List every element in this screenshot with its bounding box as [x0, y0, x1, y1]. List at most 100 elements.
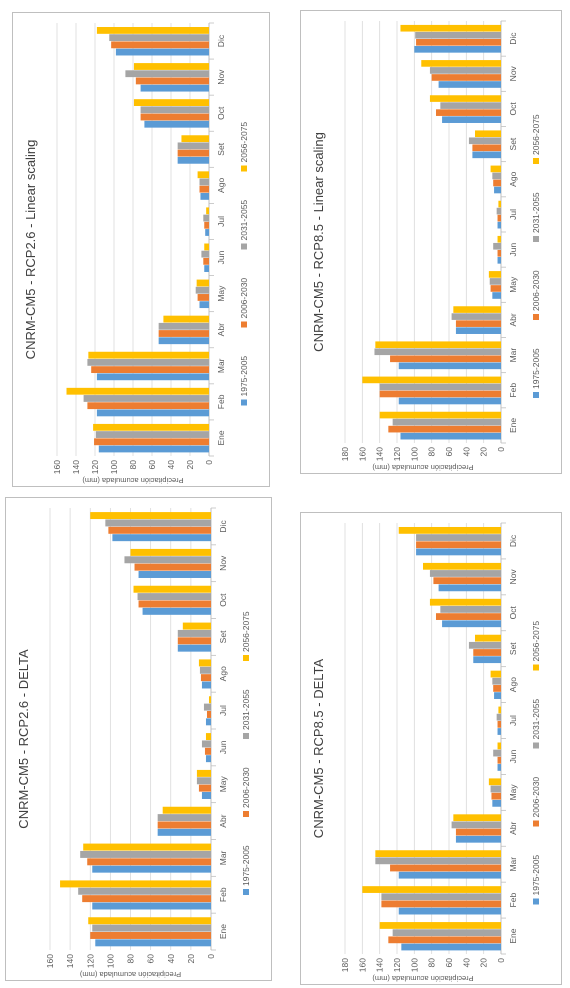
bar: [181, 135, 209, 143]
legend-label: 2006-2030: [239, 278, 249, 319]
y-tick-label: 80: [427, 958, 437, 968]
category-label: Set: [508, 137, 518, 150]
chart-title: CNRM-CM5 - RCP8.5 - Linear scaling: [311, 132, 326, 352]
bar: [379, 922, 501, 929]
bar: [374, 348, 501, 356]
legend-label: 2031-2055: [241, 689, 251, 730]
bar: [200, 674, 211, 682]
bar: [133, 585, 211, 593]
legend-swatch: [241, 321, 247, 328]
bar: [203, 214, 210, 222]
legend-label: 2031-2055: [531, 192, 541, 233]
bar: [400, 24, 501, 32]
legend-swatch: [241, 243, 247, 250]
chart-panel-rcp26-delta: CNRM-CM5 - RCP2.6 - DELTA 0 20 40 60 80 100 120…: [5, 497, 272, 981]
legend-swatch: [533, 314, 539, 320]
chart-panel-rcp26-linear-scaling: CNRM-CM5 - RCP2.6 - Linear scaling 0 20 40 6…: [12, 12, 270, 487]
y-tick-label: 120: [392, 447, 402, 461]
category-label: Feb: [216, 394, 226, 409]
bar: [451, 313, 502, 320]
category-label: Oct: [508, 102, 518, 116]
bar: [133, 63, 209, 70]
category-label: Oct: [218, 593, 228, 607]
bar: [95, 939, 211, 947]
category-label: Feb: [508, 893, 518, 908]
bar: [400, 432, 501, 440]
bar: [144, 120, 209, 128]
bar: [392, 929, 501, 937]
bar: [388, 936, 501, 944]
category-label: Oct: [216, 106, 226, 120]
bar: [497, 742, 502, 750]
bar: [204, 265, 209, 272]
bar: [199, 178, 209, 186]
legend-label: 2056-2075: [239, 122, 249, 163]
bar: [497, 756, 502, 764]
bar: [438, 81, 502, 88]
bar: [496, 713, 502, 721]
bar: [423, 562, 501, 570]
bar: [199, 666, 211, 674]
y-axis-label: Precipitación acumulada (mm): [82, 476, 184, 485]
category-label: Nov: [216, 69, 226, 85]
bar: [488, 271, 502, 278]
y-tick-label: 40: [461, 447, 471, 457]
category-label: Feb: [218, 887, 228, 902]
chart-panel-rcp85-linear-scaling: CNRM-CM5 - RCP8.5 - Linear scaling 0 20 40 6…: [300, 10, 562, 474]
bar: [109, 34, 209, 42]
legend-label: 1975-2005: [531, 348, 541, 389]
y-tick-label: 20: [479, 958, 489, 968]
y-tick-label: 0: [206, 954, 216, 959]
bar: [200, 192, 209, 200]
bar: [442, 116, 501, 123]
y-tick-label: 40: [166, 460, 176, 470]
category-label: Set: [218, 630, 228, 643]
bar: [205, 733, 211, 741]
y-tick-label: 120: [392, 958, 402, 972]
bar: [492, 799, 501, 807]
category-label: Ago: [508, 171, 518, 186]
chart-rcp85-linear-scaling: CNRM-CM5 - RCP8.5 - Linear scaling 0 20 40 6…: [311, 20, 541, 472]
bar: [494, 692, 501, 699]
legend-label: 2056-2075: [241, 611, 251, 652]
bar: [158, 322, 209, 330]
y-tick-label: 100: [409, 447, 419, 461]
bar: [375, 850, 501, 858]
bar: [197, 294, 210, 301]
bar: [140, 113, 209, 121]
bar: [208, 696, 212, 704]
category-label: Nov: [508, 65, 518, 81]
bar: [455, 327, 501, 334]
bar: [390, 355, 501, 363]
bar: [473, 656, 501, 664]
bar: [497, 257, 502, 264]
category-label: Mar: [508, 348, 518, 363]
legend-label: 2006-2030: [531, 777, 541, 818]
bar: [134, 563, 211, 571]
category-label: Ene: [508, 928, 518, 943]
bar: [80, 850, 211, 858]
bar: [162, 806, 211, 814]
category-label: May: [216, 285, 226, 302]
bar: [92, 902, 211, 910]
y-tick-label: 20: [185, 460, 195, 470]
bar: [157, 828, 211, 836]
bar: [87, 402, 209, 410]
bar: [204, 747, 211, 755]
bar: [140, 84, 209, 92]
legend-label: 2006-2030: [531, 270, 541, 311]
category-label: May: [508, 784, 518, 801]
category-label: Abr: [218, 814, 228, 827]
bar: [416, 38, 501, 46]
y-tick-label: 60: [444, 958, 454, 968]
bar: [98, 445, 209, 453]
bar: [493, 179, 501, 187]
bar: [201, 250, 209, 258]
bar: [140, 106, 209, 114]
bar: [96, 409, 209, 417]
y-tick-label: 40: [166, 954, 176, 964]
y-tick-label: 80: [126, 954, 136, 964]
bar: [205, 718, 211, 726]
y-tick-label: 60: [444, 447, 454, 457]
bar: [442, 620, 501, 628]
